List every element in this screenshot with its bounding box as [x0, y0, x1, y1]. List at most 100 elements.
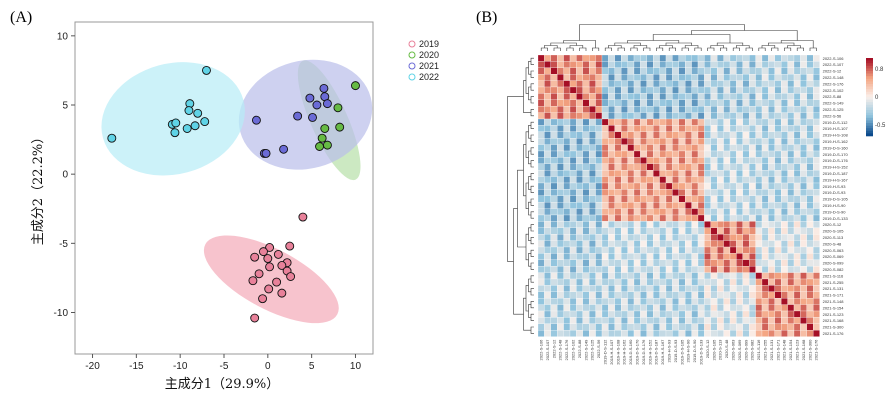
heatmap-cell: [742, 317, 750, 324]
point-2022: [193, 108, 203, 118]
heatmap-cell: [640, 61, 647, 68]
heatmap-cell: [710, 61, 718, 68]
heatmap-cell: [589, 259, 596, 267]
heatmap-cell: [761, 54, 769, 62]
heatmap-cell: [608, 176, 615, 184]
heatmap-cell: [672, 93, 679, 100]
heatmap-cell: [793, 131, 801, 139]
heatmap-cell: [685, 221, 692, 228]
heatmap-cell: [582, 93, 590, 100]
heatmap-cell: [717, 144, 724, 152]
heatmap-cell: [627, 214, 635, 222]
heatmap-cell: [640, 106, 647, 113]
heatmap-cell: [749, 285, 756, 292]
heatmap-cell: [659, 259, 667, 267]
x-tick-label: 5: [309, 361, 315, 372]
heatmap-cell: [595, 221, 603, 228]
heatmap-cell: [697, 195, 705, 203]
heatmap-cell: [697, 150, 705, 158]
heatmap-cell: [742, 278, 750, 286]
heatmap-cell: [557, 144, 564, 152]
heatmap-cell: [665, 138, 673, 145]
dendrogram-branch: [523, 297, 531, 331]
heatmap-cell: [640, 86, 647, 94]
heatmap-cell: [723, 291, 731, 299]
heatmap-cell: [595, 259, 603, 267]
heatmap-cell: [685, 144, 692, 152]
heatmap-cell: [742, 298, 750, 305]
heatmap-cell: [569, 285, 577, 292]
heatmap-cell: [742, 54, 750, 62]
heatmap-cell: [614, 67, 622, 75]
heatmap-cell: [621, 323, 628, 331]
heatmap-cell: [774, 80, 782, 88]
heatmap-cell: [755, 323, 763, 331]
heatmap-cell: [678, 298, 686, 305]
heatmap-cell: [813, 240, 820, 248]
heatmap-cell: [550, 246, 558, 254]
heatmap-cell: [678, 278, 686, 286]
heatmap-cell: [710, 182, 718, 190]
heatmap-cell: [627, 157, 635, 164]
heatmap-cell: [601, 317, 609, 324]
heatmap-cell: [697, 54, 705, 62]
heatmap-cell: [621, 298, 628, 305]
heatmap-cell: [755, 131, 763, 139]
heatmap-cell: [691, 253, 699, 260]
heatmap-cell: [717, 74, 724, 81]
heatmap-cell: [633, 240, 641, 248]
heatmap-cell: [755, 118, 763, 126]
heatmap-cell: [576, 176, 583, 184]
heatmap-cell: [576, 138, 583, 145]
heatmap-cell: [659, 246, 667, 254]
heatmap-cell: [537, 221, 545, 228]
heatmap-cell: [768, 125, 775, 132]
heatmap-cell: [646, 272, 654, 280]
heatmap-cell: [640, 163, 647, 171]
heatmap-cell: [576, 304, 583, 312]
heatmap-cell: [557, 246, 564, 254]
heatmap-cell: [627, 54, 635, 62]
dendrogram-branch: [732, 47, 740, 51]
heatmap-cell: [691, 221, 699, 228]
heatmap-cell: [557, 253, 564, 260]
heatmap-cell: [685, 253, 692, 260]
heatmap-cell: [755, 272, 763, 280]
heatmap-cell: [589, 99, 596, 107]
heatmap-cell: [582, 214, 590, 222]
heatmap-cell: [557, 131, 564, 139]
heatmap-cell: [685, 310, 692, 318]
heatmap-cell: [537, 170, 545, 177]
heatmap-cell: [717, 112, 724, 120]
heatmap-cell: [704, 163, 711, 171]
heatmap-cell: [755, 195, 763, 203]
heatmap-cell: [768, 54, 775, 62]
heatmap-cell: [678, 285, 686, 292]
row-label: 2019-D-S-93: [823, 190, 847, 195]
heatmap-cell: [793, 304, 801, 312]
heatmap-cell: [563, 138, 571, 145]
row-label: 2022-S-125: [823, 107, 845, 112]
heatmap-cell: [557, 61, 564, 68]
heatmap-cell: [557, 234, 564, 241]
heatmap-cell: [787, 234, 795, 241]
heatmap-cell: [717, 240, 724, 248]
heatmap-cell: [800, 266, 807, 273]
x-tick-label: -10: [173, 361, 188, 372]
heatmap-cell: [806, 246, 814, 254]
heatmap-cell: [544, 214, 551, 222]
heatmap-cell: [608, 285, 615, 292]
heatmap-cell: [685, 246, 692, 254]
heatmap-cell: [768, 93, 775, 100]
heatmap-cell: [685, 106, 692, 113]
heatmap-cell: [774, 259, 782, 267]
heatmap-cell: [800, 61, 807, 68]
heatmap-cell: [813, 202, 820, 209]
heatmap-cell: [761, 144, 769, 152]
legend-marker-2021: [408, 62, 416, 70]
heatmap-cell: [659, 176, 667, 184]
heatmap-cell: [717, 259, 724, 267]
heatmap-cell: [563, 298, 571, 305]
heatmap-cell: [806, 67, 814, 75]
heatmap-cell: [582, 54, 590, 62]
